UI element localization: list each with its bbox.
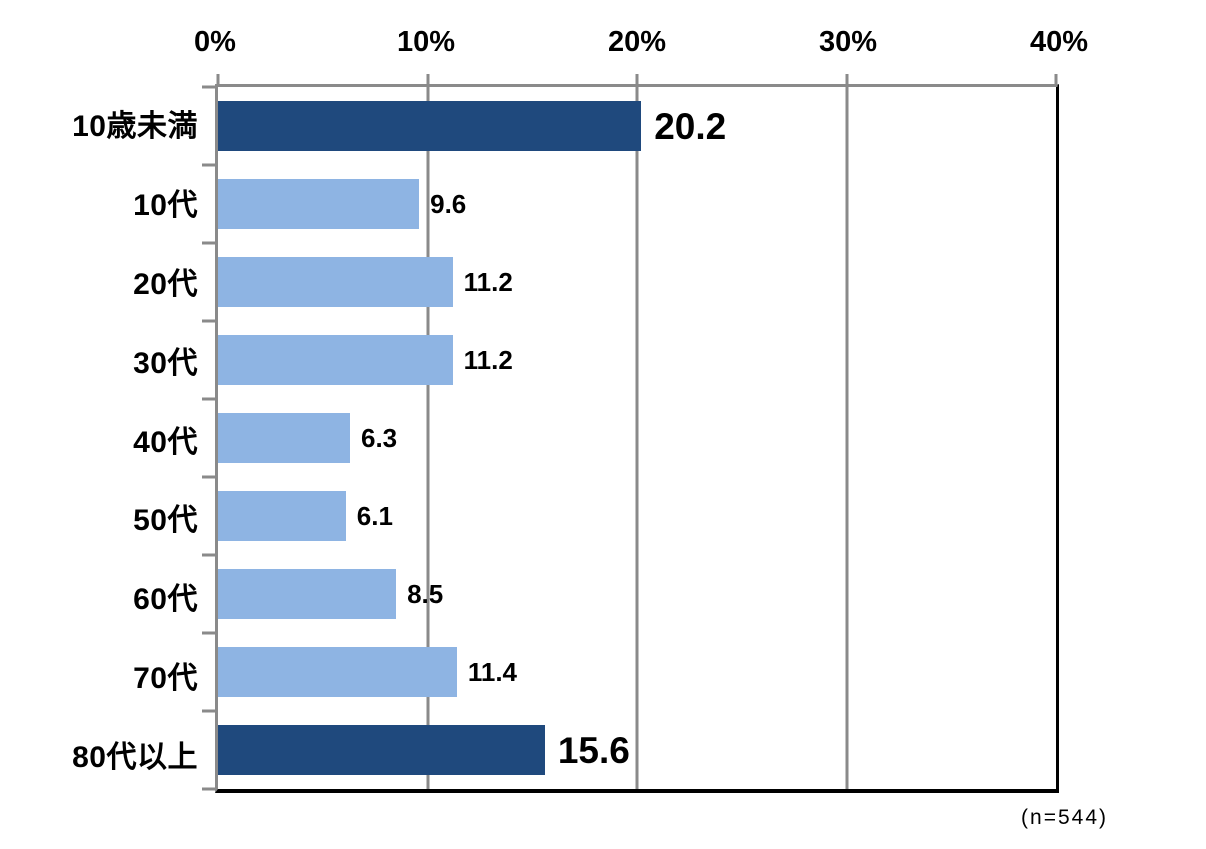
y-axis-tick-mark [202, 85, 215, 89]
category-label: 70代 [133, 661, 198, 695]
bar-row: 11.2 [218, 321, 1056, 399]
bar-row: 9.6 [218, 165, 1056, 243]
plot-area: 20.2 9.6 11.2 11.2 6.3 6.1 8.5 11.4 15.6 [202, 74, 1059, 793]
category-label: 50代 [133, 504, 198, 538]
bar-row: 6.1 [218, 477, 1056, 555]
bar [218, 335, 453, 385]
x-axis-tick-label: 20% [607, 26, 667, 58]
bar-row: 20.2 [218, 87, 1056, 165]
x-axis-tick-mark [1054, 74, 1058, 87]
value-label: 8.5 [407, 579, 444, 609]
value-label: 6.1 [356, 501, 393, 531]
bar [218, 413, 350, 463]
bar-highlighted [218, 725, 545, 775]
y-axis-tick-mark [202, 787, 215, 791]
y-axis-tick-mark [202, 475, 215, 479]
bar [218, 647, 457, 697]
x-axis: 0% 10% 20% 30% 40% [0, 0, 1206, 84]
category-label: 10歳未満 [72, 110, 198, 144]
x-axis-tick-label: 40% [1029, 26, 1089, 58]
y-axis-tick-mark [202, 631, 215, 635]
category-label: 10代 [133, 189, 198, 223]
bar-rows-container: 20.2 9.6 11.2 11.2 6.3 6.1 8.5 11.4 15.6 [218, 87, 1056, 789]
bar-row: 11.2 [218, 243, 1056, 321]
category-label: 30代 [133, 346, 198, 380]
bar [218, 257, 453, 307]
bar [218, 179, 420, 229]
bar [218, 491, 346, 541]
x-axis-tick-mark [216, 74, 220, 87]
sample-size-footnote: (n=544) [1021, 806, 1108, 829]
value-label: 15.6 [557, 729, 630, 771]
x-axis-tick-label: 30% [818, 26, 878, 58]
value-label: 11.2 [463, 267, 513, 297]
category-axis: 10歳未満 10代 20代 30代 40代 50代 60代 70代 80代以上 [0, 84, 198, 793]
y-axis-tick-mark [202, 709, 215, 713]
category-label: 60代 [133, 583, 198, 617]
x-axis-tick-mark [845, 74, 848, 87]
y-axis-tick-mark [202, 163, 215, 167]
x-axis-tick-mark [426, 74, 429, 87]
gridline [635, 87, 639, 789]
bar [218, 569, 397, 619]
bar-row: 11.4 [218, 633, 1056, 711]
y-axis-tick-mark [202, 319, 215, 323]
value-label: 11.4 [467, 657, 517, 687]
y-axis-tick-mark [202, 241, 215, 245]
value-label: 6.3 [360, 423, 398, 453]
category-label: 20代 [133, 267, 198, 301]
value-label: 11.2 [463, 345, 513, 375]
x-axis-tick-label: 0% [194, 26, 236, 58]
bar-highlighted [218, 101, 642, 151]
y-axis-tick-mark [202, 553, 215, 557]
category-label: 80代以上 [72, 740, 198, 774]
bar-row: 8.5 [218, 555, 1056, 633]
gridline [426, 87, 429, 789]
x-axis-tick-mark [635, 74, 639, 87]
value-label: 9.6 [430, 189, 467, 219]
bar-row: 15.6 [218, 711, 1056, 789]
category-label: 40代 [133, 425, 198, 459]
y-axis-tick-mark [202, 397, 215, 401]
value-label: 20.2 [654, 105, 727, 147]
gridline [845, 87, 848, 789]
x-axis-tick-label: 10% [396, 26, 456, 58]
bar-row: 6.3 [218, 399, 1056, 477]
